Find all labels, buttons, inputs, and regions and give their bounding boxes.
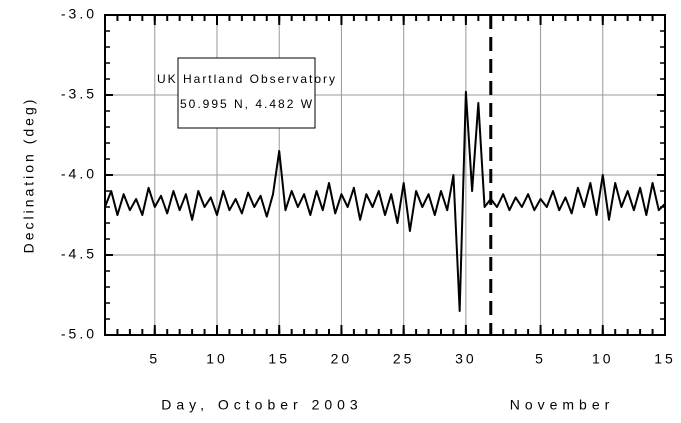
annotation: 50.995 N, 4.482 W — [180, 97, 314, 111]
plot-frame — [104, 14, 666, 336]
x-axis-label-2: November — [510, 397, 615, 413]
x-tick-label: 15 — [268, 351, 290, 367]
x-tick-label: 15 — [654, 351, 676, 367]
y-axis-label: Declination (deg) — [21, 97, 37, 254]
data-line — [104, 90, 666, 312]
x-tick-label: 20 — [331, 351, 353, 367]
y-tick-label: -5.0 — [61, 326, 97, 342]
x-tick-label: 5 — [149, 351, 160, 367]
x-axis-label: Day, October 2003 — [161, 397, 362, 413]
annotation: UK Hartland Observatory — [157, 72, 337, 86]
y-tick-label: -3.0 — [61, 6, 97, 22]
x-tick-label: 25 — [393, 351, 415, 367]
x-tick-label: 30 — [455, 351, 477, 367]
y-tick-label: -3.5 — [61, 86, 97, 102]
x-tick-label: 10 — [592, 351, 614, 367]
y-tick-label: -4.5 — [61, 246, 97, 262]
x-tick-label: 10 — [206, 351, 228, 367]
y-tick-label: -4.0 — [61, 166, 97, 182]
x-tick-label: 5 — [535, 351, 546, 367]
annotation-box — [177, 57, 316, 129]
